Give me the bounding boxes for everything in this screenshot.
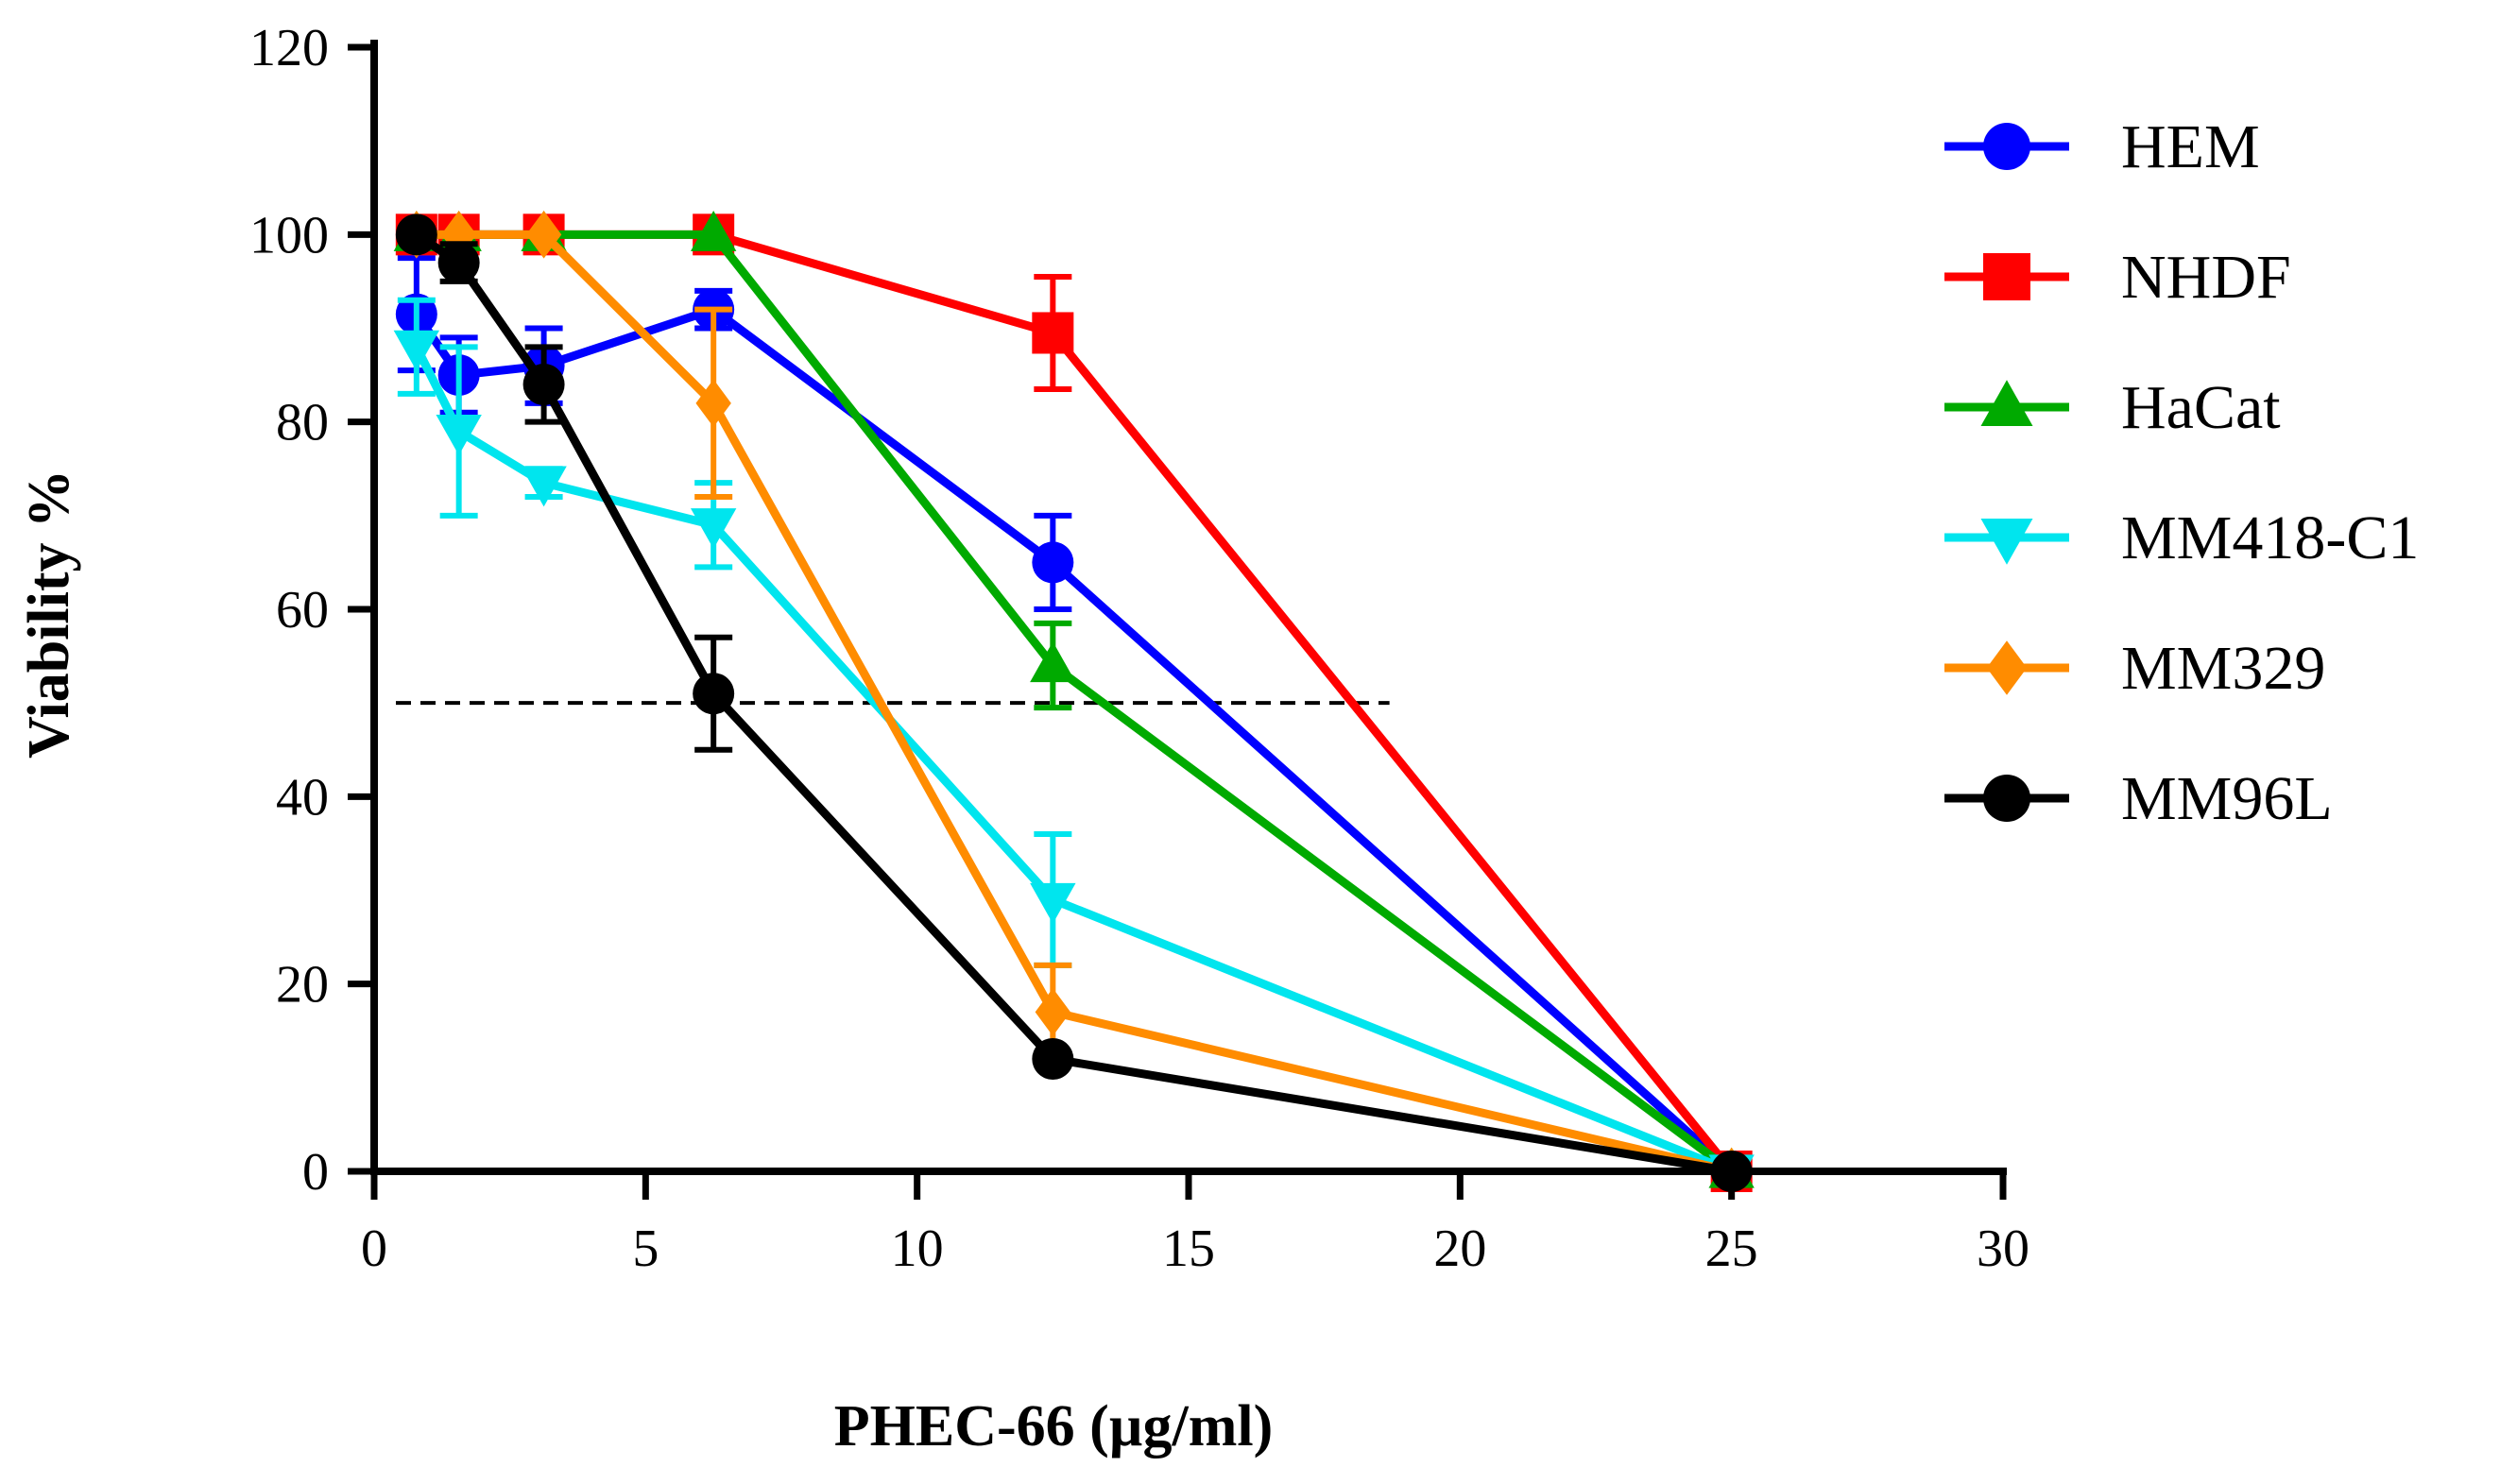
legend-item-nhdf: NHDF	[1944, 243, 2291, 312]
y-tick-label: 100	[249, 206, 329, 264]
series-hem	[395, 255, 1753, 1192]
legend-swatch-marker	[1983, 253, 2030, 300]
x-tick-label: 5	[632, 1220, 659, 1278]
data-point	[1032, 541, 1074, 584]
y-tick-label: 120	[249, 19, 329, 77]
legend-swatch-marker	[1983, 775, 2030, 822]
x-axis-title: PHEC-66 (µg/ml)	[834, 1394, 1274, 1458]
legend-label: HEM	[2121, 112, 2260, 181]
axes: 0 20 40 60 80 100 120 0 5 10 15 20 25 30	[249, 19, 2029, 1278]
y-tick-label: 0	[302, 1143, 329, 1202]
x-tick-label: 20	[1433, 1220, 1486, 1278]
data-point	[437, 242, 480, 284]
x-tick-label: 25	[1705, 1220, 1758, 1278]
series-mm96l	[395, 213, 1753, 1192]
legend-item-mm418-c1: MM418-C1	[1944, 503, 2419, 572]
data-point	[395, 213, 437, 256]
data-point	[690, 508, 737, 550]
legend-item-hacat: HaCat	[1944, 373, 2281, 442]
y-tick-label: 60	[276, 581, 329, 640]
legend-label: MM418-C1	[2121, 503, 2419, 572]
legend-item-hem: HEM	[1944, 112, 2260, 181]
series-line	[413, 305, 1735, 1175]
data-point	[1030, 882, 1076, 924]
y-tick-label: 20	[276, 956, 329, 1015]
legend-label: NHDF	[2121, 243, 2291, 312]
data-point	[521, 466, 567, 507]
x-tick-label: 30	[1977, 1220, 2029, 1278]
legend-item-mm96l: MM96L	[1944, 764, 2333, 833]
data-point	[436, 414, 482, 455]
data-point	[693, 673, 735, 715]
y-tick-label: 80	[276, 394, 329, 452]
y-tick-label: 40	[276, 768, 329, 827]
x-tick-label: 15	[1162, 1220, 1215, 1278]
plot-area	[393, 211, 1755, 1196]
data-point	[1030, 641, 1076, 683]
x-tick-label: 0	[361, 1220, 387, 1278]
data-point	[525, 211, 562, 259]
data-point	[522, 364, 565, 405]
series-line	[412, 345, 1734, 1176]
data-point	[695, 379, 731, 428]
data-point	[690, 211, 737, 251]
y-axis-title: Viability %	[17, 469, 81, 759]
legend-label: MM329	[2121, 634, 2325, 703]
legend-label: MM96L	[2121, 764, 2333, 833]
legend-swatch-marker	[1983, 123, 2030, 170]
data-point	[1032, 1038, 1074, 1080]
data-point	[1032, 312, 1074, 354]
legend: HEM NHDF HaCat MM418-C1 MM329 MM96L	[1944, 112, 2419, 833]
x-tick-label: 10	[891, 1220, 944, 1278]
legend-swatch-marker	[1986, 640, 2028, 695]
legend-label: HaCat	[2121, 373, 2281, 442]
legend-swatch-marker	[1980, 380, 2033, 426]
data-point	[393, 330, 440, 371]
data-point	[1035, 988, 1071, 1036]
legend-swatch-marker	[1980, 519, 2033, 565]
legend-item-mm329: MM329	[1944, 634, 2325, 703]
